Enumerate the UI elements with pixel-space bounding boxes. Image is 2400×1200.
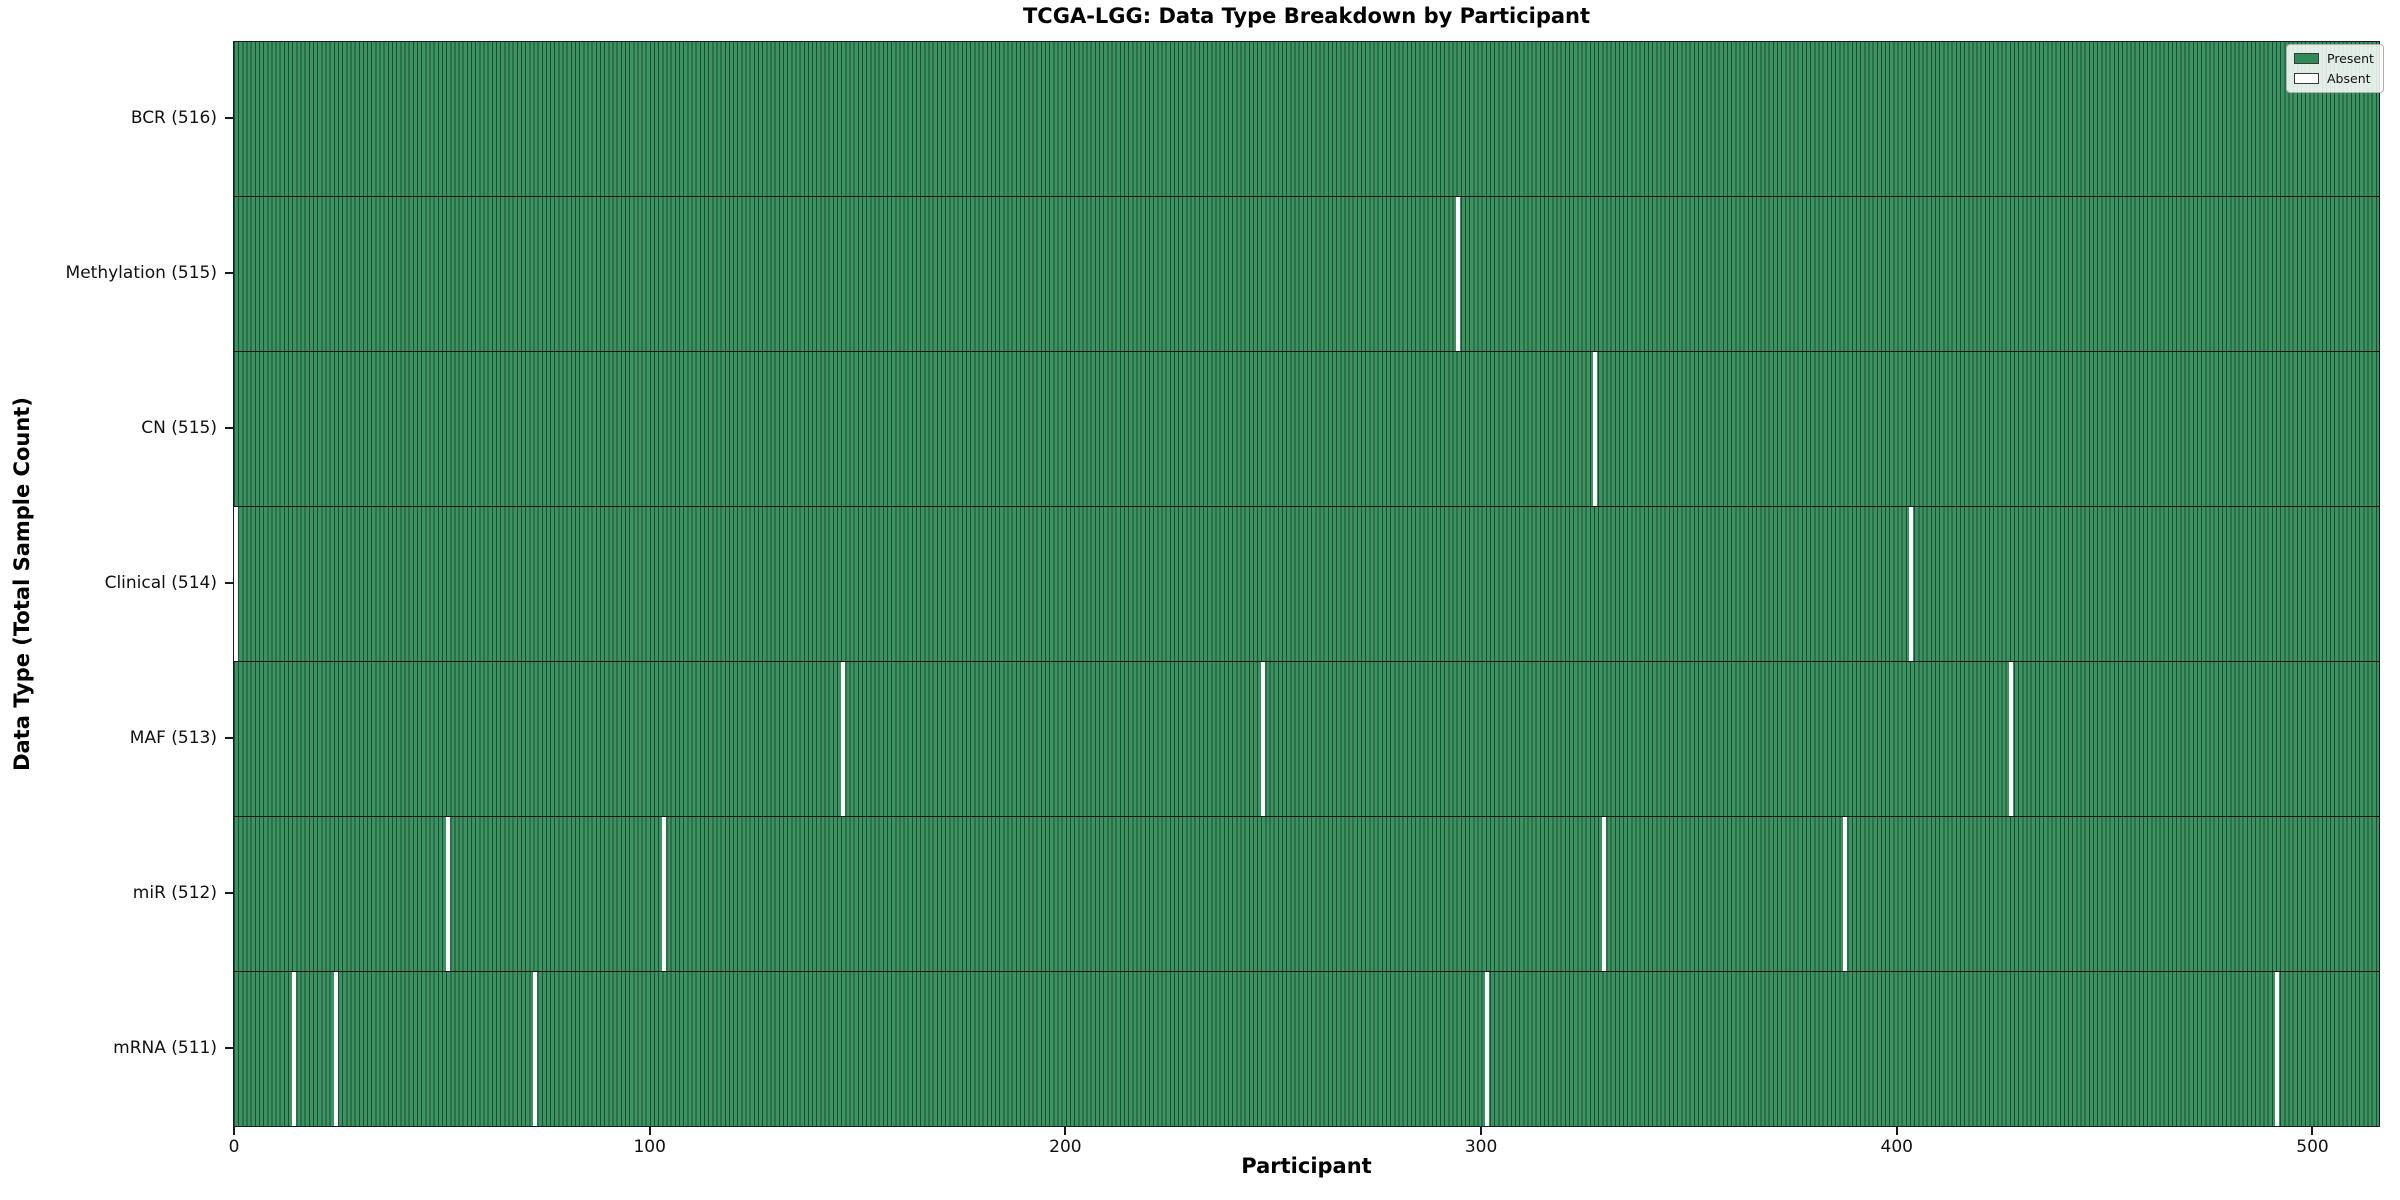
xtick-mark (1064, 1127, 1067, 1135)
row-cn (234, 352, 2379, 507)
ytick-label: mRNA (511) (113, 1037, 217, 1058)
present-swatch-icon (2294, 53, 2319, 64)
row-methylation (234, 197, 2379, 352)
ytick-mark (225, 1046, 233, 1049)
absent-gap (1593, 352, 1598, 506)
xtick-label: 0 (228, 1137, 240, 1157)
ytick-label: CN (515) (141, 418, 217, 439)
absent-gap (1842, 817, 1847, 971)
xtick-label: 100 (633, 1137, 666, 1157)
absent-gap (1601, 817, 1606, 971)
x-axis-label: Participant (1241, 1154, 1372, 1178)
legend-label: Absent (2327, 71, 2371, 86)
row-maf (234, 662, 2379, 817)
legend-label: Present (2327, 51, 2374, 66)
xtick-label: 300 (1464, 1137, 1498, 1157)
row-mrna (234, 972, 2379, 1126)
y-axis-ticks: BCR (516) Methylation (515) CN (515) Clinic… (0, 41, 233, 1127)
plot-area (233, 41, 2380, 1127)
ytick-mark (225, 117, 233, 120)
x-axis-ticks: 0 100 200 300 400 500 (229, 1127, 2379, 1161)
absent-gap (840, 662, 846, 816)
ytick-mark (225, 272, 233, 275)
ytick-mark (225, 891, 233, 894)
xtick-mark (2311, 1127, 2314, 1135)
legend-entry-absent: Absent (2294, 71, 2374, 86)
absent-gap (1485, 972, 1490, 1126)
absent-gap (446, 817, 451, 971)
legend: Present Absent (2286, 44, 2384, 93)
row-mir (234, 817, 2379, 972)
xtick-mark (1895, 1127, 1898, 1135)
absent-gap (292, 972, 297, 1126)
xtick-mark (648, 1127, 651, 1135)
absent-swatch-icon (2294, 73, 2319, 84)
absent-gap (234, 507, 239, 661)
ytick-mark (225, 582, 233, 584)
absent-gap (1909, 507, 1914, 661)
xtick-label: 200 (1049, 1137, 1082, 1157)
absent-gap (662, 817, 667, 971)
chart-title: TCGA-LGG: Data Type Breakdown by Partici… (1022, 4, 1591, 28)
xtick-mark (233, 1127, 235, 1135)
ytick-label: Methylation (515) (65, 263, 217, 284)
xtick-mark (1480, 1127, 1483, 1135)
absent-gap (2009, 662, 2014, 816)
ytick-mark (225, 427, 233, 430)
ytick-label: MAF (513) (129, 727, 217, 748)
legend-entry-present: Present (2294, 51, 2374, 66)
absent-gap (2275, 972, 2280, 1126)
ytick-label: Clinical (514) (104, 573, 217, 593)
absent-gap (333, 972, 338, 1126)
ytick-mark (225, 736, 233, 739)
ytick-label: BCR (516) (130, 108, 217, 129)
absent-gap (1456, 197, 1461, 351)
xtick-label: 500 (2296, 1137, 2329, 1157)
xtick-label: 400 (1880, 1137, 1914, 1157)
row-clinical (234, 507, 2379, 662)
ytick-label: miR (512) (132, 882, 217, 903)
absent-gap (1260, 662, 1265, 816)
absent-gap (533, 972, 538, 1126)
row-bcr (234, 42, 2379, 197)
